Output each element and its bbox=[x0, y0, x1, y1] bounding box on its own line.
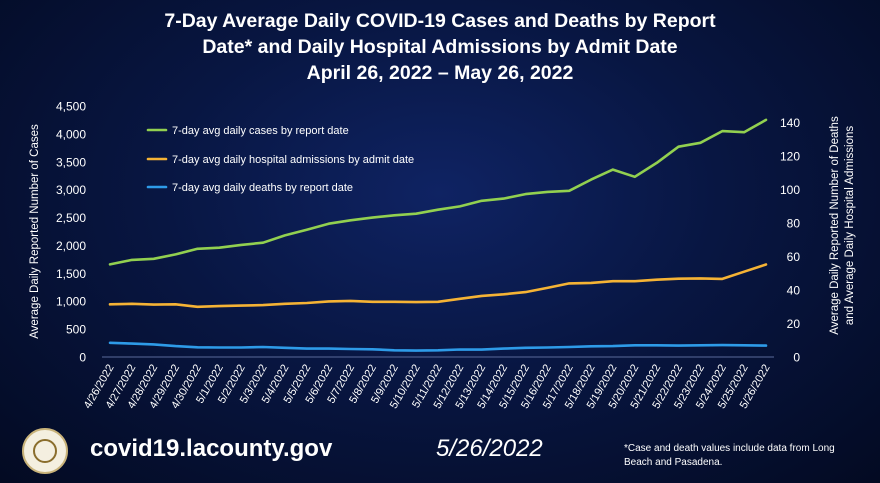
chart-title-line-3: April 26, 2022 – May 26, 2022 bbox=[306, 62, 574, 84]
y-left-tick-label: 3,500 bbox=[56, 155, 86, 169]
y-right-tick-label: 120 bbox=[780, 150, 800, 164]
y-right-tick-label: 20 bbox=[787, 317, 801, 331]
y-right-axis-title: Average Daily Reported Number of Deaths a… bbox=[829, 116, 856, 335]
legend-label-3: 7-day avg daily deaths by report date bbox=[172, 182, 353, 194]
y-left-tick-label: 3,000 bbox=[56, 183, 86, 197]
footnote: *Case and death values include data from… bbox=[624, 443, 835, 468]
y-left-tick-label: 4,500 bbox=[56, 100, 86, 114]
legend-label-2: 7-day avg daily hospital admissions by a… bbox=[172, 154, 414, 166]
county-seal-logo bbox=[22, 428, 68, 474]
y-left-tick-label: 4,000 bbox=[56, 127, 86, 141]
y-right-tick-label: 40 bbox=[787, 284, 801, 298]
y-left-tick-label: 1,000 bbox=[56, 295, 86, 309]
website-url: covid19.lacounty.gov bbox=[90, 435, 333, 462]
y-left-tick-label: 2,500 bbox=[56, 211, 86, 225]
y-right-tick-label: 80 bbox=[787, 217, 801, 231]
y-left-tick-label: 0 bbox=[79, 351, 86, 365]
legend-label-1: 7-day avg daily cases by report date bbox=[172, 125, 349, 137]
y-left-tick-label: 500 bbox=[66, 323, 86, 337]
chart-title-line-1: 7-Day Average Daily COVID-19 Cases and D… bbox=[164, 10, 716, 32]
y-left-tick-label: 1,500 bbox=[56, 267, 86, 281]
chart-title-line-2: Date* and Daily Hospital Admissions by A… bbox=[202, 36, 678, 58]
series-line-2 bbox=[108, 263, 768, 309]
y-left-axis-title: Average Daily Reported Number of Cases bbox=[29, 124, 41, 339]
y-right-tick-label: 60 bbox=[787, 250, 801, 264]
report-date: 5/26/2022 bbox=[436, 435, 543, 462]
y-right-tick-label: 0 bbox=[793, 351, 800, 365]
series-line-1 bbox=[108, 118, 768, 266]
y-right-tick-label: 140 bbox=[780, 116, 800, 130]
series-line-3 bbox=[108, 341, 768, 352]
y-left-tick-label: 2,000 bbox=[56, 239, 86, 253]
y-right-tick-label: 100 bbox=[780, 183, 800, 197]
chart-title: 7-Day Average Daily COVID-19 Cases and D… bbox=[0, 8, 880, 86]
